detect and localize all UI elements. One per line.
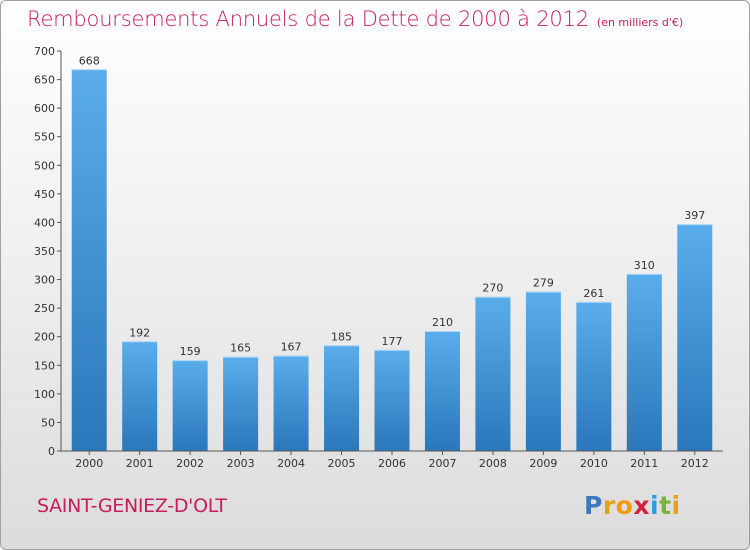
y-tick-label: 100 xyxy=(34,388,55,401)
bar xyxy=(273,355,309,451)
x-tick-label: 2008 xyxy=(479,457,507,470)
bar-value-label: 261 xyxy=(583,287,604,300)
bar xyxy=(424,331,460,451)
x-tick-label: 2009 xyxy=(529,457,557,470)
bar-value-label: 210 xyxy=(432,316,453,329)
bar xyxy=(223,356,259,451)
x-tick-label: 2007 xyxy=(428,457,456,470)
bar-value-label: 165 xyxy=(230,342,251,355)
bar-value-label: 177 xyxy=(382,335,403,348)
y-tick-label: 50 xyxy=(41,416,55,429)
chart-title: Remboursements Annuels de la Dette de 20… xyxy=(27,7,589,31)
y-tick-label: 400 xyxy=(34,216,55,229)
bar xyxy=(475,296,511,451)
x-tick-label: 2010 xyxy=(580,457,608,470)
x-axis: 2000 2001 2002 2003 2004 2005 2006 2007 2008 2009… xyxy=(61,450,723,470)
y-tick-label: 150 xyxy=(34,359,55,372)
bar xyxy=(677,224,713,451)
chart-subtitle: (en milliers d'€) xyxy=(596,16,684,29)
y-axis: 0 50 100 150 200 250 300 350 400 450 500 550 600 650 7… xyxy=(34,45,62,458)
bar-value-label: 270 xyxy=(482,282,503,295)
x-tick-label: 2004 xyxy=(277,457,305,470)
bar-value-label: 159 xyxy=(180,345,201,358)
bar-value-label: 668 xyxy=(79,54,100,67)
bar xyxy=(576,301,612,451)
y-tick-label: 550 xyxy=(34,131,55,144)
bar xyxy=(172,360,208,451)
y-tick-label: 650 xyxy=(34,74,55,87)
bars: 668 192 159 165 167 185 177 210 270 279 261 310 397 xyxy=(71,54,713,452)
bar-value-label: 310 xyxy=(634,259,655,272)
x-tick-label: 2011 xyxy=(630,457,658,470)
bar-value-label: 397 xyxy=(684,209,705,222)
y-tick-label: 350 xyxy=(34,245,55,258)
bar xyxy=(374,349,410,451)
bar xyxy=(525,291,561,451)
bar xyxy=(324,345,360,451)
bar xyxy=(626,273,662,451)
x-tick-label: 2006 xyxy=(378,457,406,470)
y-tick-label: 250 xyxy=(34,302,55,315)
x-tick-label: 2001 xyxy=(126,457,154,470)
y-tick-label: 200 xyxy=(34,331,55,344)
bar xyxy=(122,341,158,451)
y-tick-label: 450 xyxy=(34,188,55,201)
x-tick-label: 2002 xyxy=(176,457,204,470)
x-tick-label: 2003 xyxy=(227,457,255,470)
x-tick-label: 2000 xyxy=(75,457,103,470)
bar-value-label: 279 xyxy=(533,277,554,290)
bar-value-label: 185 xyxy=(331,330,352,343)
commune-name: SAINT-GENIEZ-D'OLT xyxy=(37,495,227,517)
y-tick-label: 700 xyxy=(34,45,55,58)
bar-value-label: 167 xyxy=(281,341,302,354)
bar-value-label: 192 xyxy=(129,326,150,339)
x-tick-label: 2005 xyxy=(328,457,356,470)
y-tick-label: 500 xyxy=(34,159,55,172)
x-tick-label: 2012 xyxy=(681,457,709,470)
bar xyxy=(71,69,107,452)
y-tick-label: 300 xyxy=(34,274,55,287)
y-tick-label: 600 xyxy=(34,102,55,115)
chart-title-row: Remboursements Annuels de la Dette de 20… xyxy=(27,7,683,31)
proxiti-logo[interactable]: Proxiti xyxy=(584,491,681,520)
y-tick-label: 0 xyxy=(48,445,55,458)
